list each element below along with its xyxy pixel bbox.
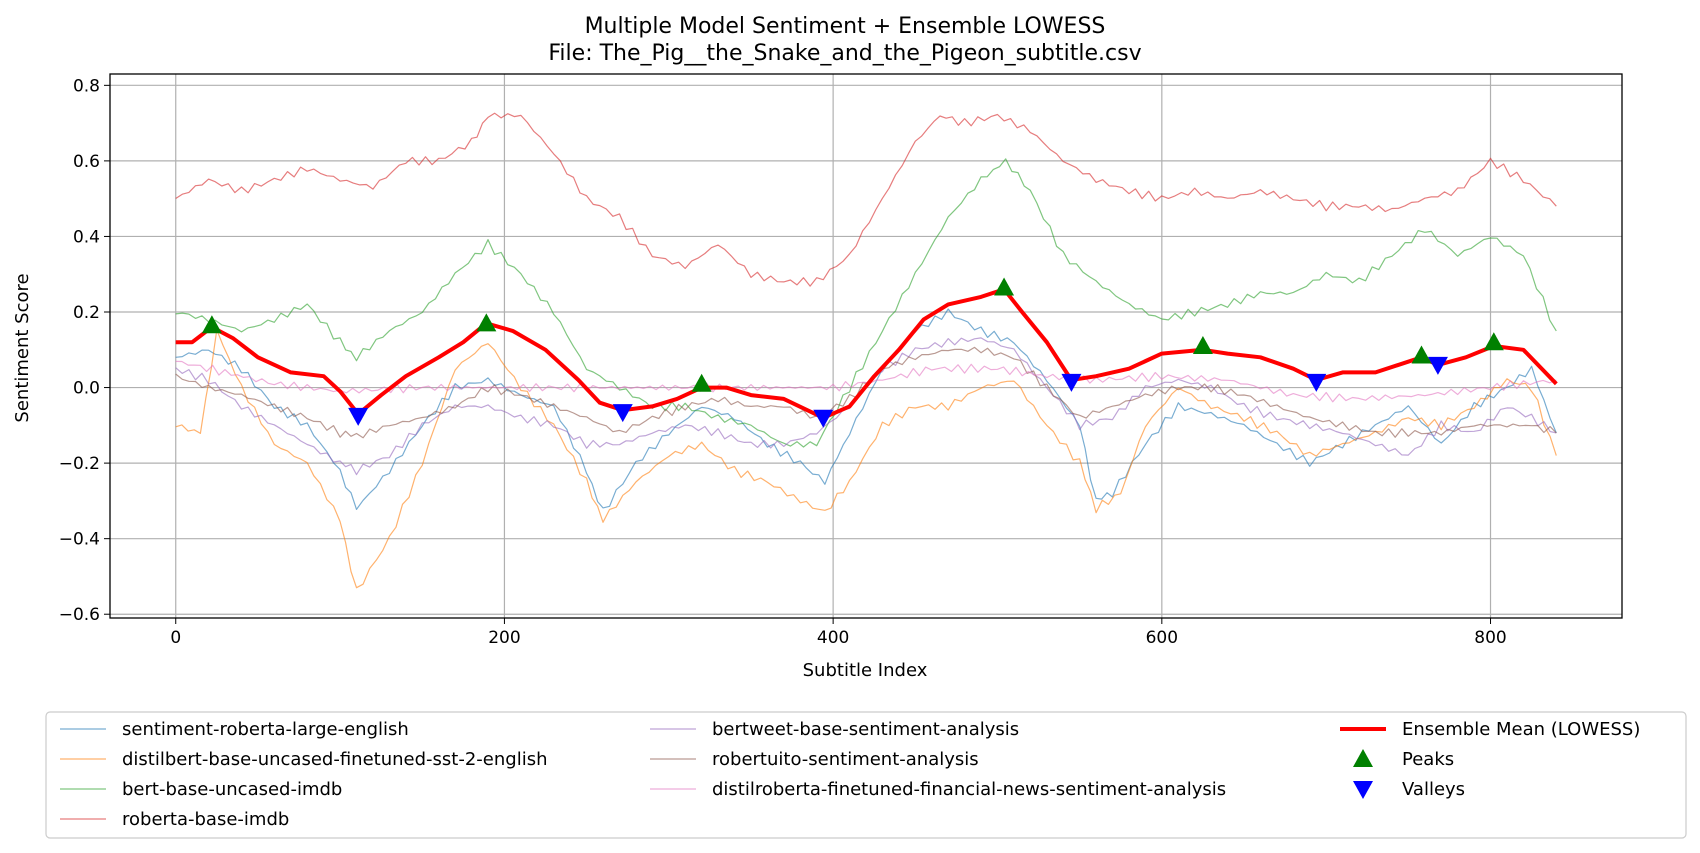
ensemble-line bbox=[175, 287, 1558, 420]
legend-label: distilbert-base-uncased-finetuned-sst-2-… bbox=[122, 749, 547, 770]
legend-label: distilroberta-finetuned-financial-news-s… bbox=[712, 779, 1226, 800]
chart-title: Multiple Model Sentiment + Ensemble LOWE… bbox=[585, 14, 1106, 39]
x-tick-label: 600 bbox=[1146, 628, 1178, 648]
legend-valley-icon bbox=[1353, 781, 1373, 799]
series-lines bbox=[175, 112, 1558, 589]
axis-ticks: 0 200 400 600 800 −0.6 −0.4 −0.2 0.0 0.2 0.4 0.6 0.8 bbox=[59, 76, 1507, 648]
y-tick-label: 0.4 bbox=[73, 227, 100, 247]
valley-marker bbox=[813, 409, 834, 428]
legend: sentiment-roberta-large-english distilber… bbox=[45, 711, 1687, 839]
series-line bbox=[175, 158, 1557, 448]
valley-marker bbox=[1427, 356, 1448, 375]
peak-marker bbox=[994, 277, 1015, 296]
legend-label: robertuito-sentiment-analysis bbox=[712, 749, 979, 770]
legend-label: sentiment-roberta-large-english bbox=[122, 719, 409, 740]
peak-marker bbox=[1483, 332, 1504, 351]
peak-valley-markers bbox=[201, 277, 1504, 428]
x-tick-label: 400 bbox=[817, 628, 849, 648]
y-tick-label: 0.8 bbox=[73, 76, 100, 96]
peak-marker bbox=[1411, 345, 1432, 364]
x-tick-label: 200 bbox=[488, 628, 520, 648]
valley-marker bbox=[348, 407, 369, 426]
series-line bbox=[175, 360, 1557, 403]
x-axis-label: Subtitle Index bbox=[803, 660, 928, 681]
peak-marker bbox=[476, 313, 497, 332]
legend-box bbox=[45, 711, 1687, 839]
legend-label: roberta-base-imdb bbox=[122, 809, 289, 830]
series-line bbox=[175, 112, 1557, 287]
legend-label: Ensemble Mean (LOWESS) bbox=[1402, 719, 1640, 740]
y-tick-label: 0.2 bbox=[73, 303, 100, 323]
peak-marker bbox=[201, 315, 222, 334]
x-tick-label: 0 bbox=[170, 628, 181, 648]
legend-label: bertweet-base-sentiment-analysis bbox=[712, 719, 1019, 740]
y-tick-label: −0.2 bbox=[59, 454, 100, 474]
y-axis-label: Sentiment Score bbox=[12, 273, 33, 422]
series-line bbox=[175, 329, 1557, 589]
peak-marker bbox=[1192, 336, 1213, 354]
y-tick-label: −0.6 bbox=[59, 605, 100, 625]
peak-marker bbox=[691, 373, 712, 392]
x-tick-label: 800 bbox=[1474, 628, 1506, 648]
legend-label: bert-base-uncased-imdb bbox=[122, 779, 342, 800]
valley-marker bbox=[1061, 373, 1082, 392]
valley-marker bbox=[1306, 373, 1327, 392]
legend-label: Peaks bbox=[1402, 749, 1454, 770]
y-tick-label: −0.4 bbox=[59, 530, 100, 550]
series-line bbox=[175, 308, 1557, 510]
grid-lines bbox=[110, 74, 1622, 618]
chart-subtitle: File: The_Pig__the_Snake_and_the_Pigeon_… bbox=[548, 41, 1141, 66]
legend-peak-icon bbox=[1353, 749, 1373, 767]
y-tick-label: 0.6 bbox=[73, 152, 100, 172]
y-tick-label: 0.0 bbox=[73, 379, 100, 399]
legend-label: Valleys bbox=[1402, 779, 1465, 800]
plot-frame bbox=[109, 73, 1623, 619]
valley-marker bbox=[612, 404, 633, 423]
